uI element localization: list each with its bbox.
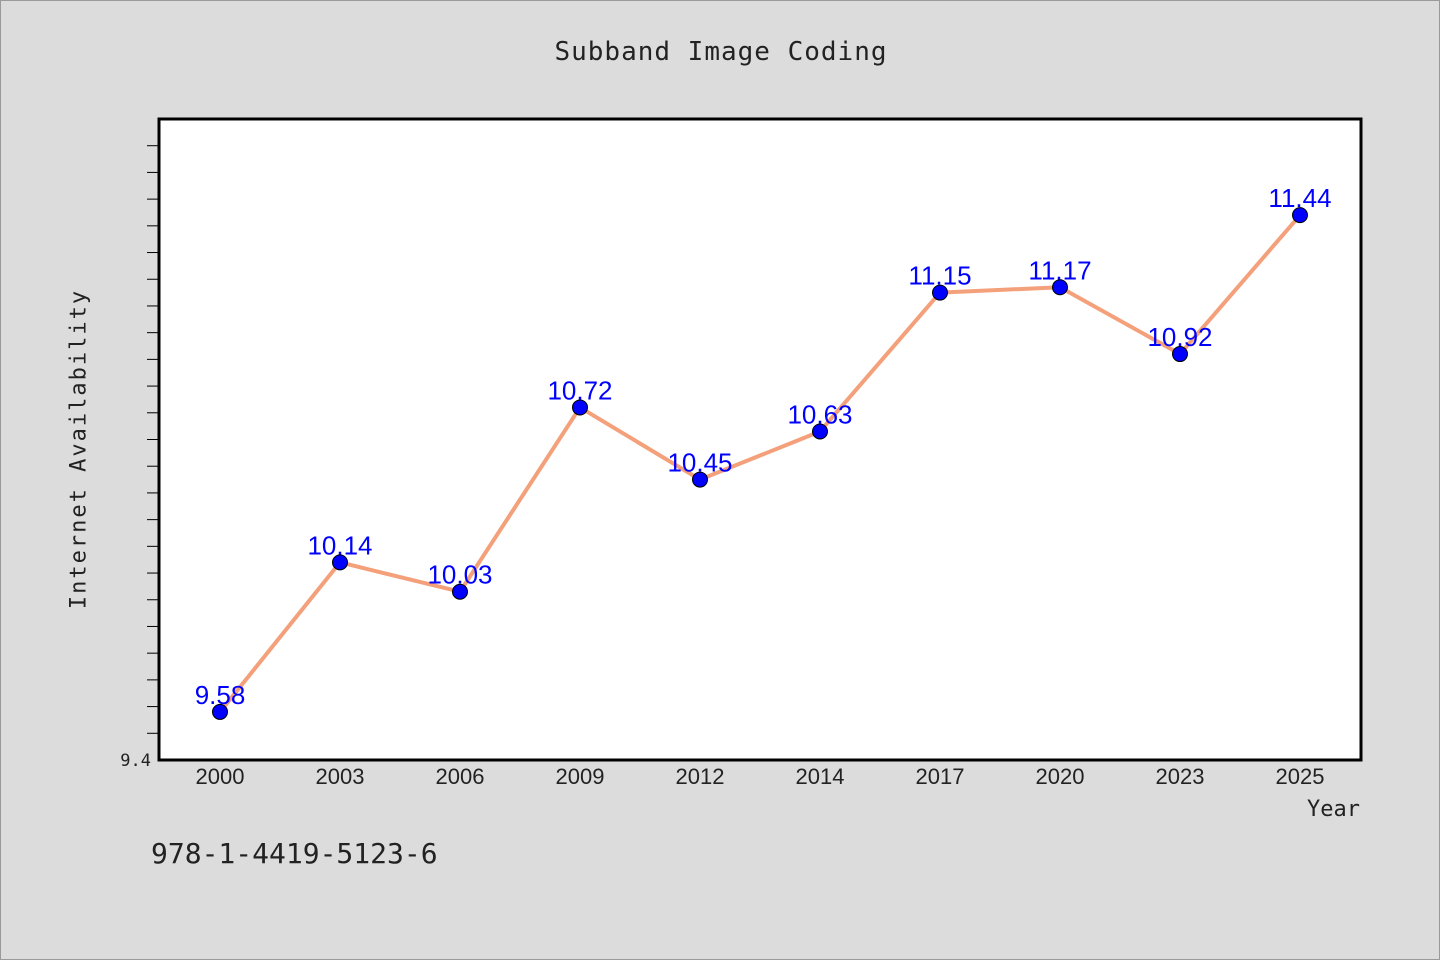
plot-area (157, 117, 1363, 762)
x-tick-label: 2023 (1156, 764, 1205, 789)
data-label: 10.72 (547, 375, 612, 405)
data-label: 9.58 (195, 680, 246, 710)
x-tick-label: 2003 (316, 764, 365, 789)
data-label: 11.15 (908, 261, 971, 291)
data-point (332, 554, 348, 571)
x-tick-label: 2025 (1276, 764, 1325, 789)
x-tick-label: 2000 (196, 764, 245, 789)
series-line (218, 213, 1302, 714)
data-point (812, 423, 828, 440)
x-tick-label: 2009 (556, 764, 605, 789)
chart-title: Subband Image Coding (554, 37, 888, 67)
data-point (932, 284, 948, 301)
data-point (572, 399, 588, 416)
data-label: 11.44 (1268, 183, 1331, 213)
x-tick-label: 2020 (1036, 764, 1085, 789)
data-label: 11.17 (1028, 255, 1091, 285)
data-point (1052, 279, 1068, 296)
isbn-text: 978-1-4419-5123-6 (151, 837, 438, 870)
data-label: 10.63 (787, 399, 852, 429)
data-label: 10.92 (1147, 322, 1212, 352)
x-axis-label: Year (1307, 797, 1360, 822)
data-point (212, 703, 228, 720)
data-label: 10.45 (667, 448, 732, 478)
y-tick-label: 9.4 (120, 751, 151, 771)
data-label: 10.14 (307, 530, 372, 560)
x-tick-label: 2006 (436, 764, 485, 789)
data-point (1292, 207, 1308, 224)
x-tick-label: 2017 (916, 764, 965, 789)
data-point (452, 583, 468, 600)
x-tick-label: 2014 (796, 764, 845, 789)
data-label: 10.03 (427, 560, 492, 590)
x-tick-label: 2012 (676, 764, 725, 789)
data-point (1172, 346, 1188, 363)
data-point (692, 471, 708, 488)
